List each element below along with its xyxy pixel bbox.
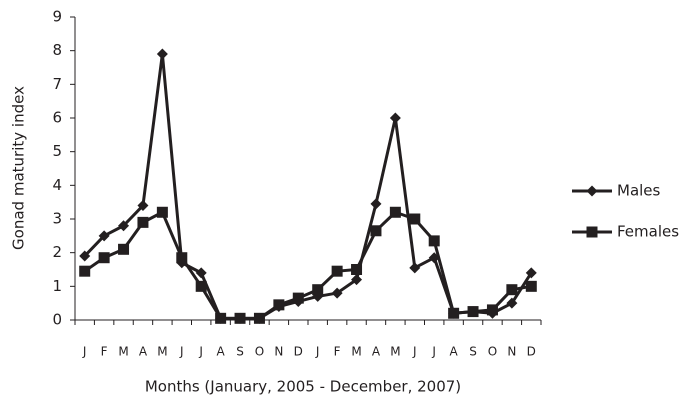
data-point — [486, 304, 498, 316]
data-point — [234, 312, 246, 324]
data-point — [428, 252, 440, 264]
y-tick-label: 0 — [52, 311, 62, 329]
y-tick-label: 3 — [52, 210, 62, 228]
data-point — [370, 225, 382, 237]
y-tick-label: 6 — [52, 109, 62, 127]
data-point — [331, 265, 343, 277]
x-tick-label: D — [527, 345, 536, 359]
data-point — [351, 274, 363, 286]
data-point — [389, 206, 401, 218]
data-point — [506, 297, 518, 309]
data-point — [370, 198, 382, 210]
x-tick-label: J — [82, 345, 87, 359]
x-tick-label: A — [217, 345, 226, 359]
data-point — [79, 265, 91, 277]
data-point — [292, 292, 304, 304]
x-tick-label: J — [179, 345, 184, 359]
x-tick-label: A — [372, 345, 381, 359]
y-tick-label: 7 — [52, 75, 62, 93]
x-tick-label: S — [469, 345, 477, 359]
y-tick-label: 8 — [52, 41, 62, 59]
data-point — [118, 220, 130, 232]
x-tick-label: A — [450, 345, 459, 359]
data-point — [176, 252, 188, 264]
x-tick-label: N — [274, 345, 283, 359]
data-point — [156, 206, 168, 218]
data-point — [118, 243, 130, 255]
data-point — [525, 280, 537, 292]
x-tick-label: A — [139, 345, 148, 359]
data-point — [137, 200, 149, 212]
x-tick-label: F — [101, 345, 108, 359]
series-line — [83, 52, 533, 320]
data-point — [98, 230, 110, 242]
data-point — [195, 280, 207, 292]
y-tick-label: 2 — [52, 243, 62, 261]
data-point — [331, 287, 343, 299]
legend-label: Females — [617, 223, 679, 241]
x-tick-label: M — [157, 345, 167, 359]
y-axis-title: Gonad maturity index — [10, 86, 28, 250]
data-point — [409, 213, 421, 225]
data-point — [467, 306, 479, 318]
data-point — [195, 267, 207, 279]
legend-label: Males — [617, 182, 661, 200]
x-tick-label: J — [198, 345, 203, 359]
x-tick-label: O — [488, 345, 497, 359]
x-axis-title: Months (January, 2005 - December, 2007) — [145, 378, 461, 396]
x-tick-label: N — [507, 345, 516, 359]
data-point — [98, 252, 110, 264]
legend-marker — [586, 226, 598, 238]
x-tick-label: D — [294, 345, 303, 359]
x-tick-label: J — [412, 345, 417, 359]
y-tick-label: 4 — [52, 176, 62, 194]
data-point — [506, 284, 518, 296]
y-tick-label: 1 — [52, 277, 62, 295]
data-point — [409, 262, 421, 274]
data-point — [351, 264, 363, 275]
x-tick-label: F — [334, 345, 341, 359]
data-point — [312, 284, 324, 296]
data-point — [137, 216, 149, 228]
data-point — [215, 312, 227, 324]
data-point — [273, 299, 285, 311]
y-tick-label: 9 — [52, 8, 62, 26]
legend-marker — [586, 185, 598, 197]
data-point — [253, 312, 265, 324]
data-point — [156, 48, 168, 60]
x-tick-label: O — [255, 345, 264, 359]
data-point — [525, 267, 537, 279]
x-tick-label: J — [431, 345, 436, 359]
x-tick-label: M — [118, 345, 128, 359]
y-tick-label: 5 — [52, 142, 62, 160]
x-tick-label: M — [390, 345, 400, 359]
data-point — [428, 235, 440, 247]
x-tick-label: M — [351, 345, 361, 359]
data-point — [389, 112, 401, 124]
data-point — [79, 250, 91, 262]
x-tick-label: S — [236, 345, 244, 359]
x-tick-label: J — [315, 345, 320, 359]
series-line — [83, 210, 532, 320]
data-point — [448, 307, 460, 319]
